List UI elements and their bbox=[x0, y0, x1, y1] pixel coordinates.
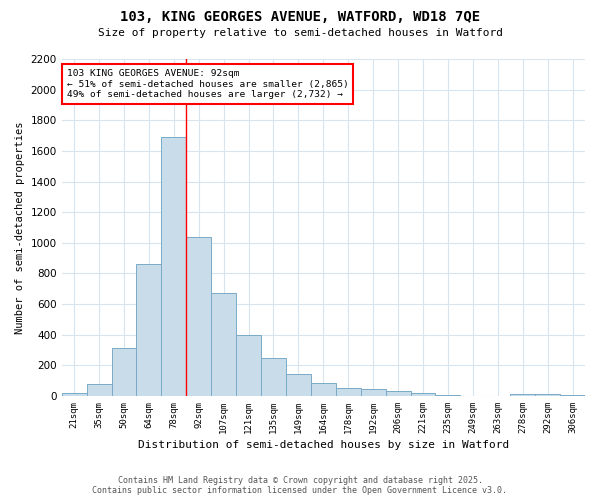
Bar bbox=[361, 389, 386, 396]
X-axis label: Distribution of semi-detached houses by size in Watford: Distribution of semi-detached houses by … bbox=[138, 440, 509, 450]
Bar bbox=[410, 393, 436, 396]
Text: 103, KING GEORGES AVENUE, WATFORD, WD18 7QE: 103, KING GEORGES AVENUE, WATFORD, WD18 … bbox=[120, 10, 480, 24]
Bar bbox=[112, 348, 136, 396]
Bar bbox=[336, 388, 361, 396]
Text: 103 KING GEORGES AVENUE: 92sqm
← 51% of semi-detached houses are smaller (2,865): 103 KING GEORGES AVENUE: 92sqm ← 51% of … bbox=[67, 69, 349, 99]
Bar bbox=[211, 294, 236, 396]
Bar bbox=[510, 394, 535, 396]
Bar bbox=[436, 394, 460, 396]
Bar bbox=[261, 358, 286, 396]
Bar bbox=[236, 336, 261, 396]
Bar bbox=[286, 374, 311, 396]
Bar bbox=[560, 395, 585, 396]
Bar bbox=[62, 393, 86, 396]
Bar bbox=[136, 264, 161, 396]
Bar bbox=[86, 384, 112, 396]
Text: Contains HM Land Registry data © Crown copyright and database right 2025.
Contai: Contains HM Land Registry data © Crown c… bbox=[92, 476, 508, 495]
Text: Size of property relative to semi-detached houses in Watford: Size of property relative to semi-detach… bbox=[97, 28, 503, 38]
Y-axis label: Number of semi-detached properties: Number of semi-detached properties bbox=[15, 121, 25, 334]
Bar bbox=[161, 137, 186, 396]
Bar bbox=[386, 390, 410, 396]
Bar bbox=[535, 394, 560, 396]
Bar bbox=[311, 383, 336, 396]
Bar bbox=[186, 236, 211, 396]
